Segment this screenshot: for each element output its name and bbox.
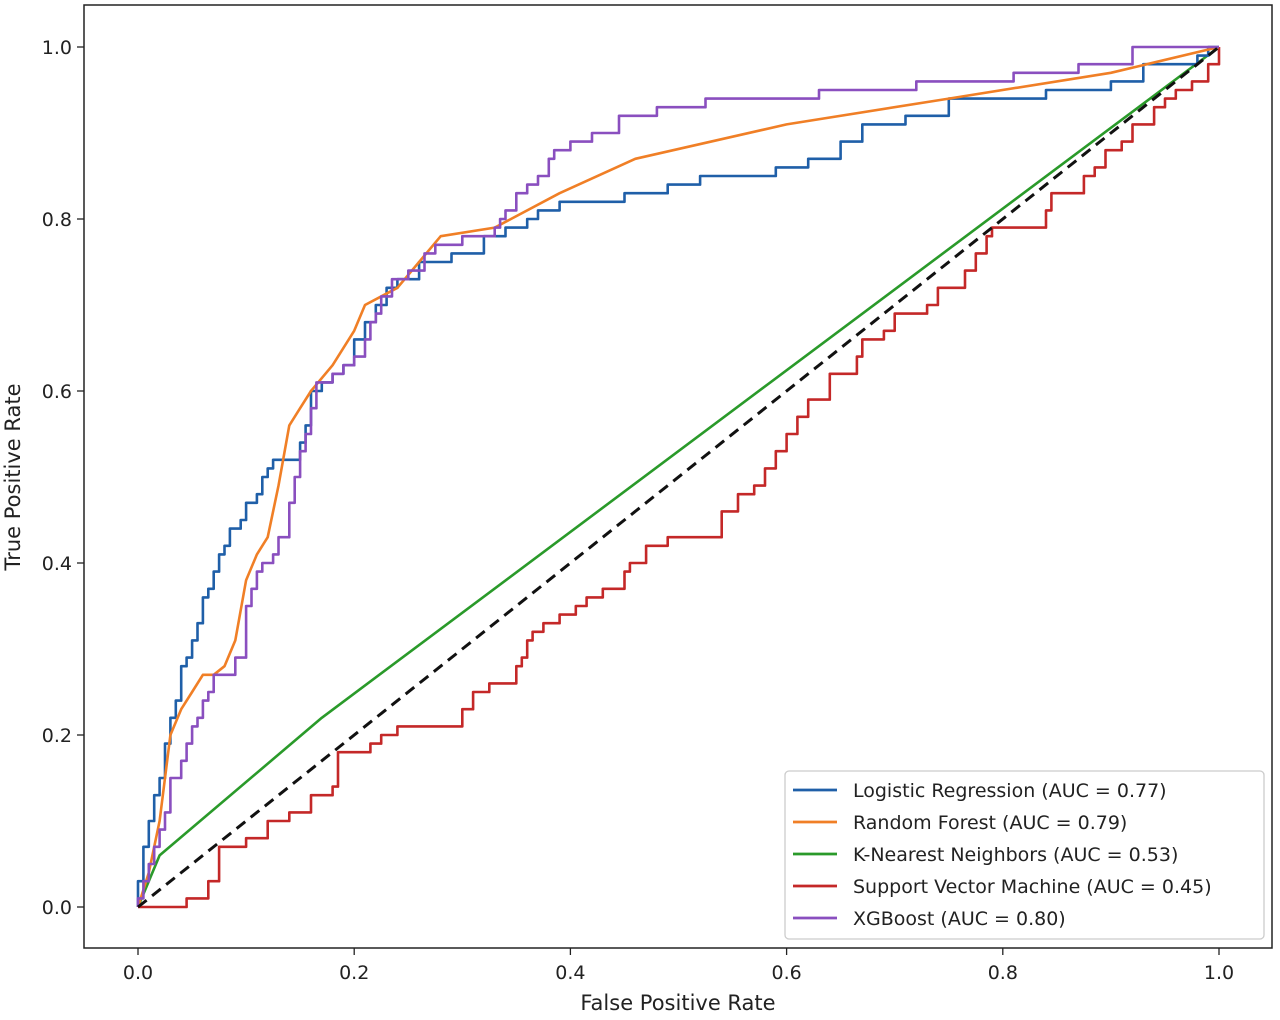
- y-tick-label: 1.0: [42, 37, 72, 59]
- legend-label: Logistic Regression (AUC = 0.77): [853, 780, 1167, 802]
- legend-label: Random Forest (AUC = 0.79): [853, 812, 1127, 834]
- x-tick-label: 0.4: [555, 962, 585, 984]
- y-tick-label: 0.6: [42, 381, 72, 403]
- y-tick-label: 0.2: [42, 725, 72, 747]
- y-tick-label: 0.8: [42, 209, 72, 231]
- legend: Logistic Regression (AUC = 0.77) Random F…: [784, 770, 1265, 940]
- series-line-support-vector-machine: [138, 47, 1221, 909]
- series-line-random-forest: [136, 45, 1220, 908]
- legend-label: Support Vector Machine (AUC = 0.45): [853, 876, 1212, 898]
- series-line-xgboost: [136, 45, 1219, 907]
- legend-box: [784, 770, 1265, 940]
- y-tick-label: 0.4: [42, 553, 72, 575]
- y-tick-label: 0.0: [42, 897, 72, 919]
- legend-label: XGBoost (AUC = 0.80): [853, 908, 1066, 930]
- x-tick-label: 0.2: [339, 962, 369, 984]
- x-tick-label: 1.0: [1204, 962, 1234, 984]
- x-tick-label: 0.0: [123, 962, 153, 984]
- y-axis-label: True Positive Rate: [1, 383, 25, 571]
- x-tick-label: 0.6: [771, 962, 801, 984]
- chance-diagonal-line: [137, 45, 1220, 909]
- x-tick-label: 0.8: [988, 962, 1018, 984]
- x-axis-label: False Positive Rate: [580, 991, 775, 1015]
- legend-label: K-Nearest Neighbors (AUC = 0.53): [853, 844, 1178, 866]
